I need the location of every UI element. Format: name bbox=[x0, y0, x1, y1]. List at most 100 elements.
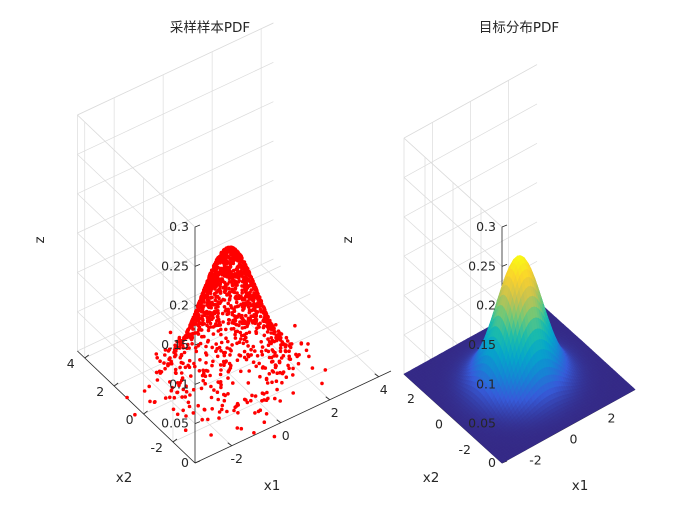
right-xlabel: x1 bbox=[572, 478, 589, 494]
scatter-point bbox=[233, 287, 237, 291]
scatter-point bbox=[214, 282, 218, 286]
scatter-point bbox=[167, 347, 172, 352]
scatter-point bbox=[205, 369, 210, 373]
z-gridline bbox=[77, 311, 196, 424]
scatter-point bbox=[187, 346, 191, 350]
scatter-point bbox=[219, 383, 223, 387]
scatter-point bbox=[268, 327, 273, 331]
scatter-point bbox=[251, 360, 256, 365]
scatter-point bbox=[158, 359, 162, 364]
scatter-point bbox=[250, 393, 254, 398]
scatter-point bbox=[278, 346, 283, 350]
scatter-point bbox=[233, 336, 238, 340]
scatter-point bbox=[235, 283, 239, 287]
scatter-point bbox=[186, 400, 191, 405]
scatter-point bbox=[269, 341, 274, 346]
scatter-point bbox=[217, 345, 222, 350]
scatter-point bbox=[180, 376, 185, 380]
scatter-point bbox=[181, 387, 186, 392]
scatter-point bbox=[273, 396, 277, 401]
scatter-point bbox=[181, 408, 185, 413]
scatter-point bbox=[258, 314, 263, 319]
scatter-point bbox=[208, 291, 213, 296]
scatter-point bbox=[239, 426, 244, 431]
scatter-point bbox=[206, 417, 210, 422]
scatter-point bbox=[208, 325, 213, 329]
scatter-point bbox=[245, 266, 249, 271]
x-tick-mark bbox=[325, 396, 330, 401]
scatter-point bbox=[172, 395, 177, 400]
scatter-point bbox=[283, 345, 288, 349]
scatter-point bbox=[287, 366, 291, 371]
scatter-point bbox=[264, 314, 269, 319]
scatter-point bbox=[269, 331, 273, 335]
scatter-point bbox=[170, 385, 175, 390]
scatter-point bbox=[168, 330, 173, 335]
scatter-point bbox=[179, 371, 184, 375]
scatter-point bbox=[228, 294, 233, 298]
scatter-point bbox=[177, 337, 182, 341]
scatter-point bbox=[223, 250, 228, 255]
scatter-point bbox=[249, 297, 254, 301]
z-tick-mark bbox=[501, 224, 508, 228]
scatter-point bbox=[180, 395, 184, 399]
scatter-point bbox=[202, 313, 207, 318]
scatter-point bbox=[201, 368, 205, 373]
scatter-point bbox=[194, 322, 198, 326]
x-tick-mark bbox=[227, 442, 232, 447]
scatter-point bbox=[227, 318, 232, 322]
scatter-point bbox=[306, 342, 310, 346]
z-tick-label: 0 bbox=[488, 455, 496, 470]
scatter-point bbox=[264, 412, 269, 416]
scatter-point bbox=[178, 365, 182, 370]
scatter-point bbox=[235, 358, 240, 363]
scatter-point bbox=[216, 317, 221, 322]
scatter-point bbox=[245, 400, 250, 405]
scatter-point bbox=[253, 411, 257, 415]
scatter-point bbox=[255, 310, 260, 314]
scatter-point bbox=[278, 349, 283, 354]
scatter-point bbox=[173, 343, 177, 348]
scatter-point bbox=[264, 377, 269, 382]
scatter-point bbox=[230, 321, 234, 325]
scatter-point bbox=[215, 304, 220, 308]
scatter-point bbox=[234, 314, 239, 319]
scatter-point bbox=[243, 304, 247, 308]
scatter-point bbox=[239, 337, 243, 341]
scatter-point bbox=[245, 339, 249, 344]
scatter-point bbox=[262, 420, 267, 425]
scatter-point bbox=[288, 357, 293, 362]
right-zlabel: z bbox=[340, 236, 356, 243]
box-edge bbox=[403, 137, 503, 228]
scatter-point bbox=[211, 325, 216, 329]
scatter-point bbox=[245, 295, 250, 299]
x-tick-label: 2 bbox=[608, 410, 616, 425]
scatter-point bbox=[227, 286, 231, 291]
scatter-point bbox=[320, 381, 324, 386]
scatter-point bbox=[209, 395, 214, 400]
scatter-point bbox=[180, 343, 185, 347]
scatter-point bbox=[218, 372, 223, 377]
scatter-point bbox=[246, 317, 251, 322]
scatter-point bbox=[266, 349, 271, 354]
x-axis-line bbox=[194, 370, 392, 464]
scatter-point bbox=[297, 353, 301, 357]
scatter-point bbox=[222, 280, 227, 285]
scatter-point bbox=[203, 381, 207, 386]
scatter-point bbox=[249, 347, 253, 352]
scatter-point bbox=[196, 313, 201, 317]
scatter-point bbox=[148, 399, 152, 404]
scatter-point bbox=[211, 359, 215, 364]
scatter-point bbox=[210, 295, 214, 300]
scatter-point bbox=[233, 296, 238, 300]
scatter-point bbox=[236, 403, 240, 407]
x-tick-label: 4 bbox=[380, 382, 388, 397]
scatter-point bbox=[154, 352, 159, 356]
left-ylabel: x2 bbox=[116, 470, 133, 486]
box-edge bbox=[77, 114, 196, 228]
y-tick-mark bbox=[113, 382, 119, 387]
scatter-point bbox=[191, 411, 196, 415]
scatter-point bbox=[196, 332, 201, 336]
scatter-point bbox=[245, 322, 250, 327]
scatter-point bbox=[177, 346, 182, 350]
